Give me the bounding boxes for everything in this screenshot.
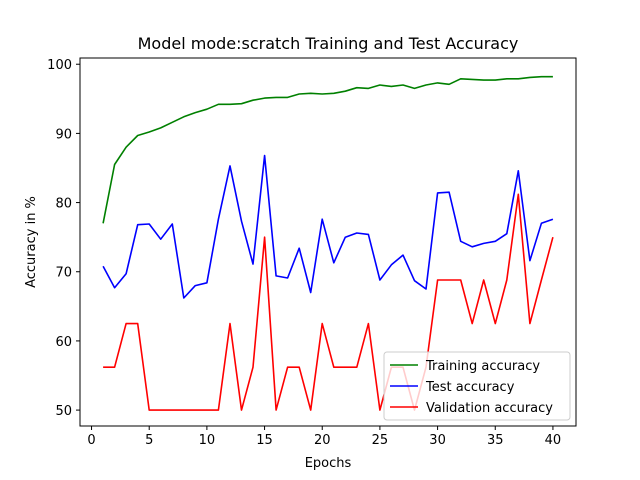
y-tick-label: 50 [55,404,72,419]
x-tick-label: 20 [314,433,331,448]
x-tick-label: 30 [429,433,446,448]
legend-label-test-accuracy: Test accuracy [425,380,515,395]
x-tick-label: 35 [487,433,504,448]
plot-area: 0 5 10 15 20 25 30 35 40 50 60 70 80 90 100 [47,57,577,448]
legend-label-validation-accuracy: Validation accuracy [426,401,553,416]
y-tick-label: 80 [55,197,72,212]
series-line-test-accuracy [102,154,554,299]
series-line-training-accuracy [102,75,553,224]
y-tick-label: 90 [55,127,72,142]
x-tick-label: 5 [145,433,153,448]
x-tick-label: 15 [256,433,273,448]
x-tick-label: 40 [545,433,562,448]
series-line-validation-accuracy [103,193,554,411]
x-tick-label: 25 [372,433,389,448]
y-tick-label: 70 [55,266,72,281]
y-tick-label: 100 [47,58,72,73]
axes-frame [79,57,577,427]
chart-title: Model mode:scratch Training and Test Acc… [138,34,519,53]
y-tick-label: 60 [55,335,72,350]
x-axis-label: Epochs [305,456,352,471]
legend-box [383,351,571,421]
legend: Training accuracy Test accuracy Validation… [383,351,571,421]
x-tick-label: 0 [87,433,95,448]
y-axis-label: Accuracy in % [24,196,39,288]
legend-label-training-accuracy: Training accuracy [425,359,540,374]
x-tick-label: 10 [199,433,216,448]
